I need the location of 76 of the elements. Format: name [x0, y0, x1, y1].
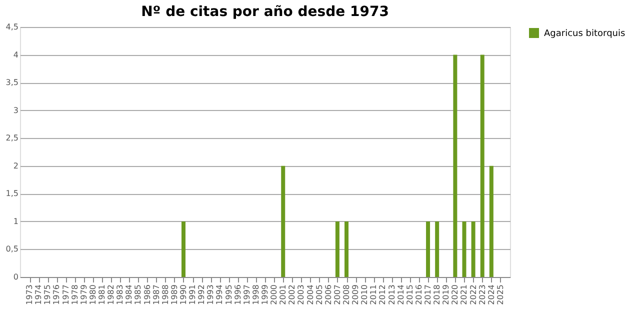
x-tick-label: 1990	[178, 284, 188, 305]
x-tick-label: 2012	[378, 284, 388, 305]
x-tick-label: 1981	[97, 284, 106, 305]
x-tick-label: 1977	[61, 284, 70, 305]
x-tick-label: 2014	[396, 284, 406, 305]
x-tick-label: 1991	[188, 284, 198, 305]
bar	[181, 221, 186, 277]
x-tick-label: 2009	[351, 284, 360, 305]
x-tick-label: 1986	[142, 284, 152, 305]
x-tick-label: 2007	[332, 284, 342, 305]
x-tick-label: 2004	[306, 284, 315, 305]
x-tick-label: 2002	[288, 284, 297, 305]
x-tick-label: 2001	[278, 284, 288, 305]
x-tick-label: 1974	[34, 284, 44, 305]
x-tick-label: 2019	[442, 284, 451, 305]
x-tick-label: 1993	[206, 284, 216, 305]
bar	[462, 221, 466, 277]
y-tick-label: 3	[13, 106, 18, 115]
x-tick-label: 2008	[342, 284, 352, 305]
x-tick-label: 2016	[414, 284, 424, 305]
bar	[489, 166, 494, 277]
bar	[480, 54, 484, 277]
y-tick-label: 0,5	[6, 244, 18, 254]
x-tick-label: 2022	[468, 284, 478, 305]
x-tick-label: 1978	[70, 284, 80, 305]
x-tick-label: 2003	[296, 284, 306, 305]
x-tick-label: 2017	[424, 284, 433, 305]
x-tick-label: 1975	[43, 284, 52, 305]
y-tick-label: 2	[13, 161, 18, 170]
x-tick-label: 1985	[134, 284, 143, 305]
x-tick-label: 2015	[405, 284, 414, 305]
x-tick-label: 2023	[478, 284, 487, 305]
x-tick-label: 2024	[486, 284, 496, 305]
x-tick-label: 1984	[124, 284, 134, 305]
y-tick-label: 2,5	[6, 134, 18, 143]
x-tick-label: 1987	[152, 284, 161, 305]
y-tick-label: 0	[13, 272, 18, 282]
x-tick-label: 2010	[360, 284, 370, 305]
bar	[435, 221, 440, 277]
y-tick-label: 4,5	[6, 22, 18, 32]
x-tick-label: 2018	[432, 284, 442, 305]
bar	[344, 221, 349, 277]
y-tick-label: 3,5	[6, 78, 18, 88]
y-tick-label: 1	[13, 216, 18, 226]
chart-title: Nº de citas por año desde 1973	[141, 4, 389, 20]
x-tick-label: 1995	[224, 284, 234, 305]
x-tick-label: 2011	[369, 284, 378, 305]
x-tick-label: 2025	[496, 284, 505, 305]
x-tick-label: 1976	[52, 284, 62, 305]
x-tick-label: 1994	[215, 284, 224, 305]
bar	[335, 221, 340, 277]
x-tick-label: 1997	[242, 284, 252, 305]
x-tick-label: 1973	[25, 284, 34, 305]
bar	[471, 221, 476, 277]
y-tick-label: 4	[13, 50, 18, 60]
x-tick-label: 2020	[450, 284, 460, 305]
legend-label: Agaricus bitorquis	[544, 29, 626, 39]
x-tick-label: 2005	[314, 284, 324, 305]
x-tick-label: 1988	[160, 284, 170, 305]
x-tick-label: 1979	[79, 284, 88, 305]
y-tick-label: 1,5	[6, 189, 18, 198]
x-tick-label: 1989	[170, 284, 179, 305]
x-tick-label: 1999	[260, 284, 270, 305]
bar	[453, 54, 458, 277]
bar	[281, 166, 286, 277]
x-tick-label: 1983	[116, 284, 125, 305]
x-tick-label: 2000	[270, 284, 279, 305]
x-tick-label: 2013	[387, 284, 396, 305]
bar	[426, 221, 430, 277]
x-tick-label: 1992	[197, 284, 206, 305]
x-tick-label: 2021	[460, 284, 469, 305]
x-tick-label: 1996	[233, 284, 242, 305]
x-tick-label: 2006	[324, 284, 333, 305]
x-tick-label: 1998	[251, 284, 260, 305]
x-tick-label: 1982	[106, 284, 116, 305]
x-tick-label: 1980	[88, 284, 98, 305]
